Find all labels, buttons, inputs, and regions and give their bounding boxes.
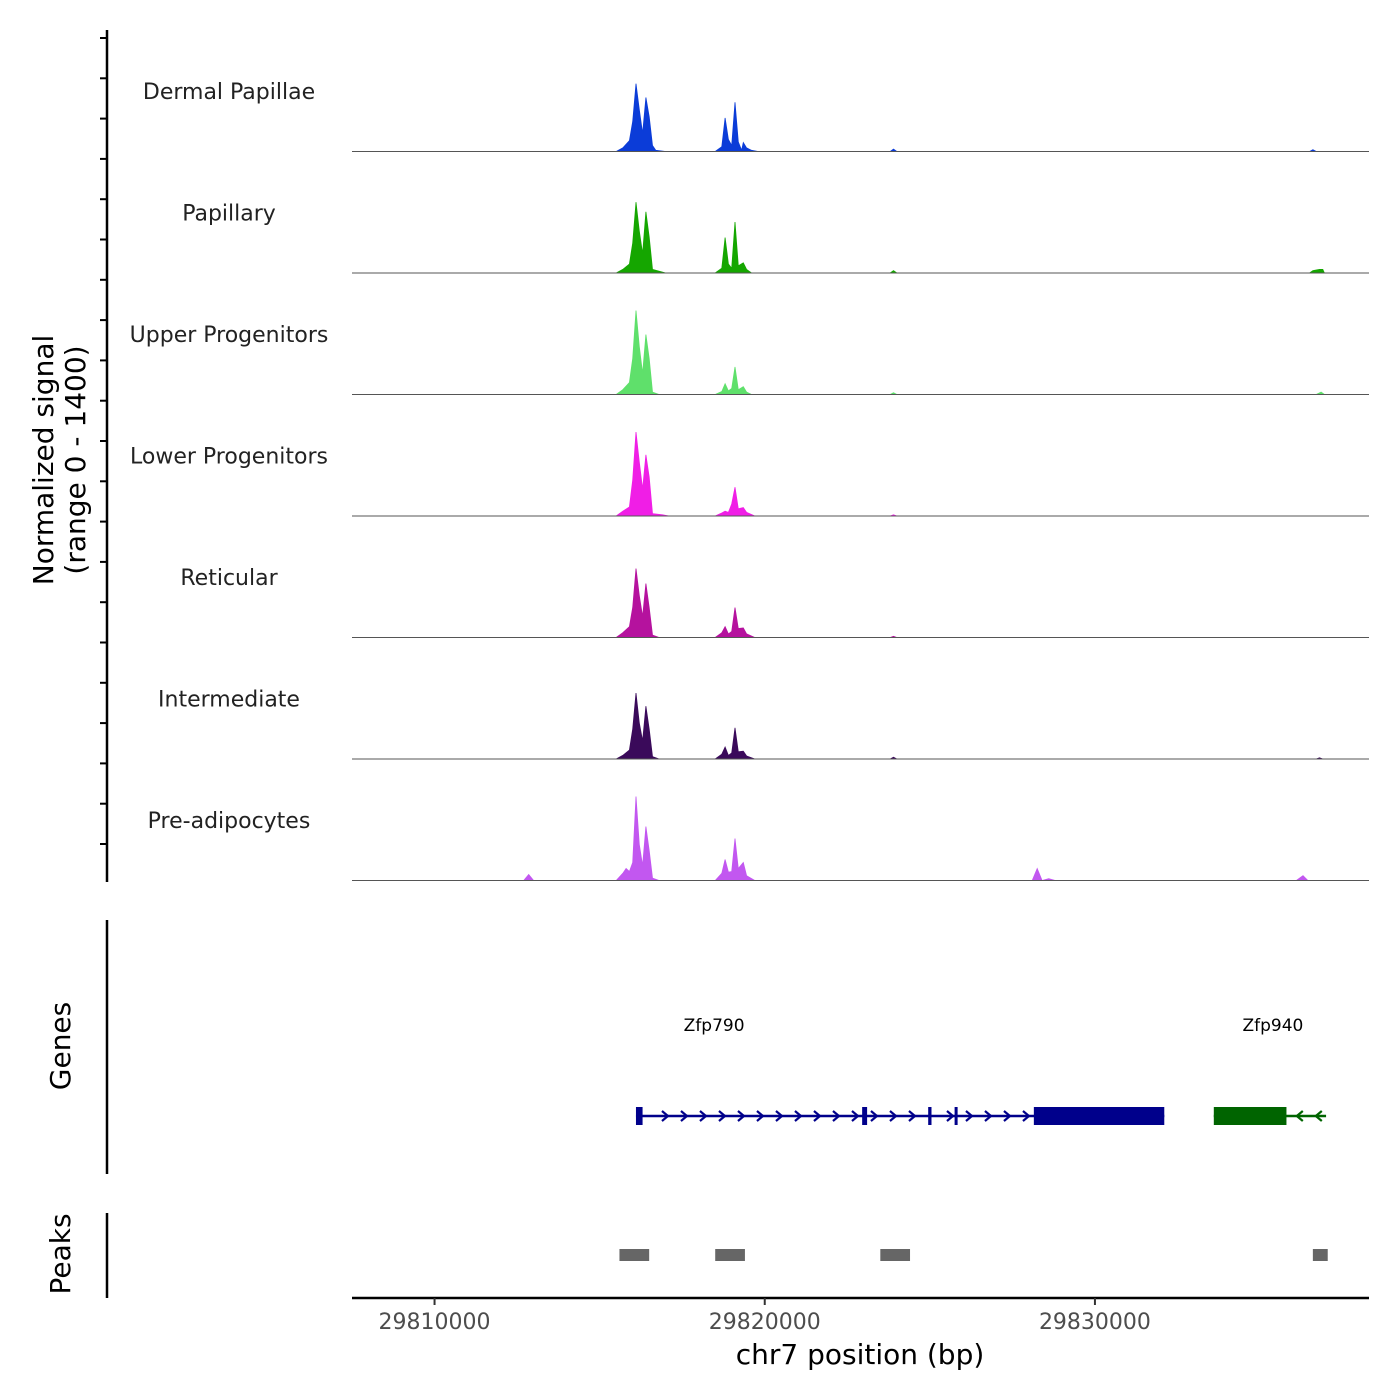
track-2: Papillary <box>182 202 1369 274</box>
genes-track: Zfp790 Zfp940 <box>635 1016 1327 1125</box>
track-label: Upper Progenitors <box>130 323 329 348</box>
x-axis-ticks: 29810000 29820000 29830000 <box>379 1298 1151 1335</box>
track-label: Lower Progenitors <box>130 445 328 470</box>
strand-chevron <box>794 1110 803 1122</box>
peaks-track-label: Peaks <box>44 1213 77 1294</box>
strand-chevron <box>1022 1110 1031 1122</box>
x-axis-title: chr7 position (bp) <box>736 1338 985 1371</box>
strand-chevron <box>775 1110 784 1122</box>
signal-area <box>355 83 1360 152</box>
strand-chevron <box>889 1110 898 1122</box>
track-label: Papillary <box>182 202 276 227</box>
exon <box>928 1107 932 1125</box>
track-label: Pre-adipocytes <box>148 809 311 834</box>
signal-area <box>355 202 1360 274</box>
track-4: Lower Progenitors <box>130 431 1369 517</box>
track-5: Reticular <box>180 566 1369 638</box>
track-label: Reticular <box>180 566 278 591</box>
track-7: Pre-adipocytes <box>148 796 1369 881</box>
x-tick-label: 29820000 <box>709 1310 821 1335</box>
gene-zfp940: Zfp940 <box>1213 1016 1327 1125</box>
gene-label: Zfp940 <box>1243 1016 1304 1036</box>
strand-chevron <box>756 1110 765 1122</box>
gene-label: Zfp790 <box>684 1016 745 1036</box>
peak <box>619 1249 650 1261</box>
strand-chevron <box>737 1110 746 1122</box>
y-axis-title-line1: Normalized signal <box>27 335 60 586</box>
strand-chevron <box>851 1110 860 1122</box>
strand-chevron <box>680 1110 689 1122</box>
x-tick-label: 29830000 <box>1039 1310 1151 1335</box>
signal-area <box>355 568 1360 638</box>
strand-chevron <box>832 1110 841 1122</box>
strand-chevron <box>718 1110 727 1122</box>
signal-area <box>355 692 1360 760</box>
strand-chevron <box>699 1110 708 1122</box>
peak <box>880 1249 911 1261</box>
exon <box>1033 1107 1165 1125</box>
strand-chevron <box>908 1110 917 1122</box>
strand-chevron <box>870 1110 879 1122</box>
exon <box>1213 1107 1287 1125</box>
signal-area <box>355 310 1360 395</box>
track-label: Intermediate <box>158 688 300 713</box>
strand-chevron <box>946 1110 955 1122</box>
strand-chevron <box>984 1110 993 1122</box>
exon <box>862 1107 868 1125</box>
exon <box>954 1107 958 1125</box>
genes-track-label: Genes <box>44 1002 77 1090</box>
signal-area <box>355 431 1360 517</box>
track-3: Upper Progenitors <box>130 310 1369 395</box>
y-axis-title-line2: (range 0 - 1400) <box>59 345 92 574</box>
gene-zfp790: Zfp790 <box>635 1016 1165 1125</box>
peak <box>1312 1249 1328 1261</box>
x-tick-label: 29810000 <box>379 1310 491 1335</box>
strand-chevron <box>1295 1110 1304 1122</box>
peak <box>715 1249 745 1261</box>
strand-chevron <box>661 1110 670 1122</box>
coverage-tracks: Dermal Papillae Papillary Upper Progenitor… <box>130 80 1369 881</box>
signal-area <box>355 796 1360 881</box>
strand-chevron <box>1003 1110 1012 1122</box>
coverage-y-axis-ticks <box>100 37 107 845</box>
strand-chevron <box>1314 1110 1323 1122</box>
track-label: Dermal Papillae <box>143 80 315 105</box>
track-1: Dermal Papillae <box>143 80 1369 152</box>
track-6: Intermediate <box>158 688 1369 760</box>
exon <box>635 1107 643 1125</box>
strand-chevron <box>813 1110 822 1122</box>
peaks-track <box>619 1249 1328 1261</box>
strand-chevron <box>965 1110 974 1122</box>
